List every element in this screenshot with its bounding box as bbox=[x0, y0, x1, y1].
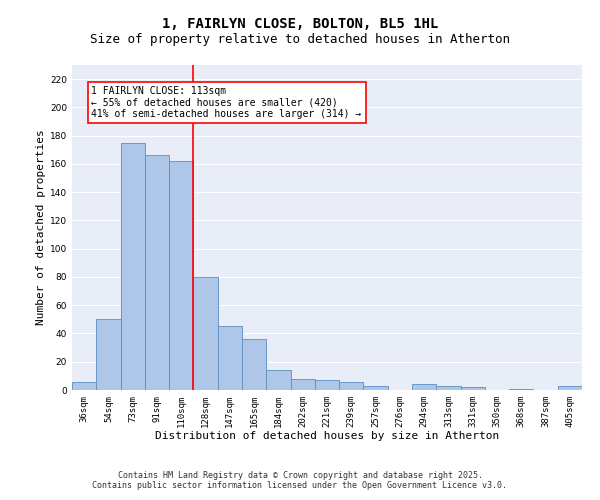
Bar bbox=[558, 386, 582, 390]
X-axis label: Distribution of detached houses by size in Atherton: Distribution of detached houses by size … bbox=[155, 432, 499, 442]
Bar bbox=[461, 387, 485, 390]
Text: 1 FAIRLYN CLOSE: 113sqm
← 55% of detached houses are smaller (420)
41% of semi-d: 1 FAIRLYN CLOSE: 113sqm ← 55% of detache… bbox=[91, 86, 362, 120]
Bar bbox=[266, 370, 290, 390]
Bar bbox=[121, 142, 145, 390]
Bar bbox=[315, 380, 339, 390]
Y-axis label: Number of detached properties: Number of detached properties bbox=[36, 130, 46, 326]
Bar bbox=[364, 386, 388, 390]
Bar bbox=[145, 156, 169, 390]
Bar bbox=[242, 339, 266, 390]
Bar bbox=[436, 386, 461, 390]
Bar bbox=[96, 320, 121, 390]
Bar bbox=[509, 388, 533, 390]
Text: Contains HM Land Registry data © Crown copyright and database right 2025.
Contai: Contains HM Land Registry data © Crown c… bbox=[92, 470, 508, 490]
Text: Size of property relative to detached houses in Atherton: Size of property relative to detached ho… bbox=[90, 32, 510, 46]
Bar bbox=[290, 378, 315, 390]
Bar bbox=[169, 161, 193, 390]
Text: 1, FAIRLYN CLOSE, BOLTON, BL5 1HL: 1, FAIRLYN CLOSE, BOLTON, BL5 1HL bbox=[162, 18, 438, 32]
Bar bbox=[193, 277, 218, 390]
Bar bbox=[412, 384, 436, 390]
Bar bbox=[339, 382, 364, 390]
Bar bbox=[72, 382, 96, 390]
Bar bbox=[218, 326, 242, 390]
